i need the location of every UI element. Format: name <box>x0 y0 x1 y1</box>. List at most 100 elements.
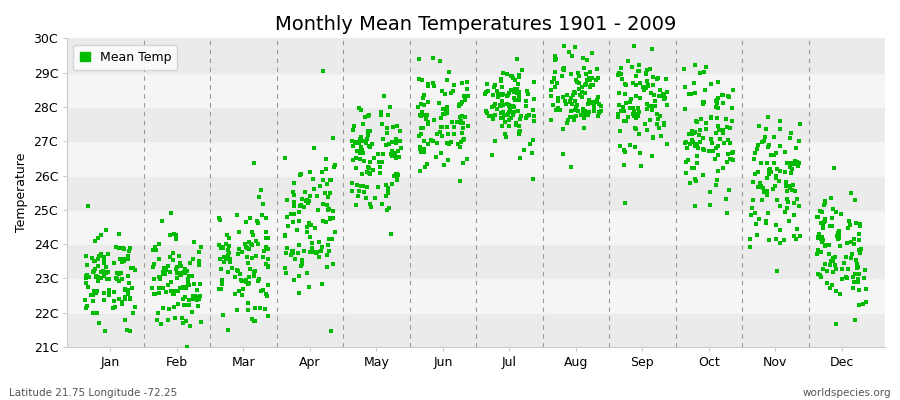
Point <box>611 114 625 120</box>
Point <box>657 120 671 126</box>
Point <box>657 96 671 102</box>
Point <box>101 251 115 258</box>
Point <box>751 184 765 190</box>
Point <box>567 117 581 123</box>
Point <box>628 124 643 131</box>
Point <box>457 93 472 99</box>
Point <box>616 104 631 110</box>
Point <box>385 138 400 145</box>
Point <box>97 260 112 266</box>
Point <box>416 112 430 118</box>
Point <box>823 284 837 291</box>
Point <box>79 304 94 311</box>
Point <box>323 190 338 196</box>
Point <box>826 255 841 261</box>
Point <box>318 190 332 196</box>
Point <box>181 273 195 280</box>
Point <box>825 269 840 276</box>
Point <box>814 248 829 255</box>
Point <box>725 157 740 163</box>
Point <box>773 240 788 246</box>
Point <box>254 288 268 294</box>
Point <box>421 119 436 126</box>
Point <box>421 120 436 127</box>
Point <box>828 209 842 215</box>
Point <box>112 230 126 237</box>
Point <box>791 163 806 169</box>
Point <box>353 156 367 162</box>
Point <box>631 105 645 111</box>
Point <box>845 251 859 258</box>
Point <box>517 146 531 153</box>
Point <box>109 275 123 282</box>
Point <box>279 250 293 256</box>
Point <box>683 91 698 97</box>
Point <box>522 112 536 118</box>
Point <box>364 140 379 147</box>
Point <box>249 218 264 225</box>
Point <box>748 170 762 177</box>
Point <box>96 290 111 296</box>
Point <box>627 112 642 119</box>
Point <box>178 270 193 276</box>
Point <box>121 253 135 259</box>
Point <box>381 187 395 194</box>
Point <box>619 117 634 124</box>
Point <box>363 127 377 134</box>
Point <box>324 328 338 334</box>
Point <box>780 196 795 202</box>
Point <box>361 128 375 134</box>
Point <box>171 300 185 307</box>
Point <box>697 172 711 178</box>
Point <box>96 273 111 280</box>
Point <box>841 266 855 272</box>
Point <box>107 298 122 304</box>
Point <box>284 252 298 259</box>
Point <box>287 203 302 209</box>
Point <box>811 234 825 240</box>
Point <box>80 302 94 309</box>
Point <box>847 278 861 285</box>
Point <box>241 260 256 266</box>
Point <box>724 156 738 162</box>
Point <box>166 290 181 297</box>
Point <box>180 344 194 350</box>
Point <box>91 256 105 262</box>
Point <box>383 231 398 237</box>
Point <box>414 131 428 137</box>
Point <box>697 147 711 153</box>
Point <box>850 279 865 285</box>
Point <box>570 102 584 108</box>
Point <box>823 251 837 258</box>
Point <box>709 115 724 122</box>
Point <box>488 112 502 118</box>
Point <box>769 173 783 179</box>
Point <box>793 232 807 239</box>
Point <box>703 202 717 208</box>
Point <box>122 248 136 254</box>
Point <box>495 123 509 129</box>
Point <box>456 136 471 143</box>
Point <box>353 136 367 142</box>
Point <box>640 67 654 74</box>
Point <box>593 102 608 109</box>
Point <box>166 289 180 296</box>
Point <box>844 190 859 196</box>
Point <box>170 270 184 276</box>
Point <box>644 45 659 52</box>
Point <box>621 114 635 120</box>
Point <box>86 298 100 304</box>
Text: Latitude 21.75 Longitude -72.25: Latitude 21.75 Longitude -72.25 <box>9 388 177 398</box>
Point <box>410 104 425 110</box>
Point <box>848 271 862 278</box>
Point <box>440 157 454 163</box>
Point <box>91 274 105 280</box>
Point <box>121 256 135 262</box>
Point <box>508 86 522 92</box>
Point <box>239 254 254 260</box>
Point <box>248 305 262 312</box>
Point <box>388 152 402 158</box>
Bar <box>68 38 885 73</box>
Point <box>89 290 104 296</box>
Point <box>578 108 592 115</box>
